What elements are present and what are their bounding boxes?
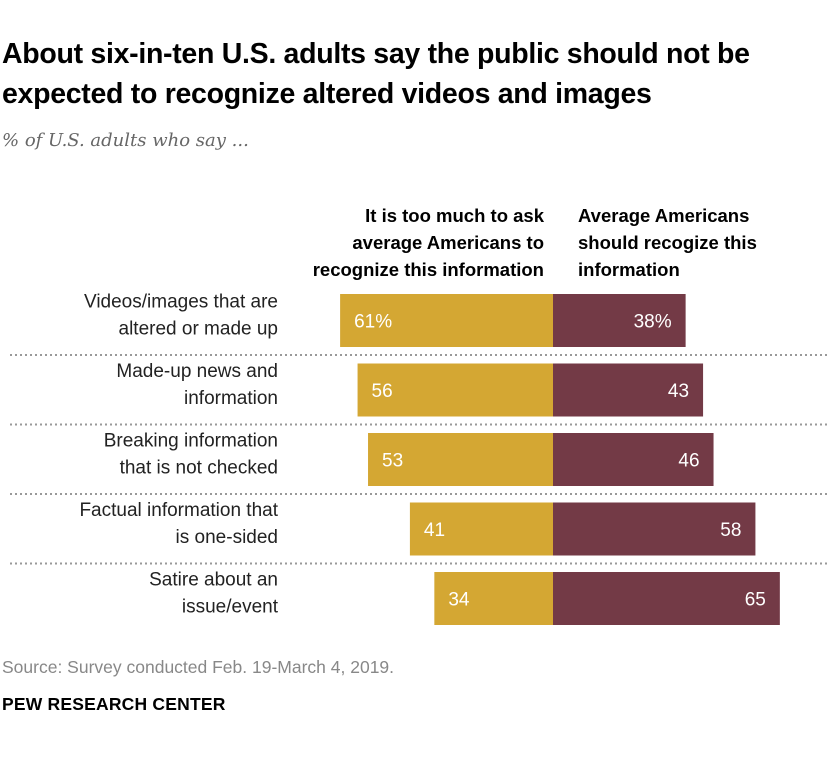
bar-right	[553, 294, 686, 347]
bar-right-value-label: 38%	[634, 312, 672, 333]
series-header-right-line: Average Americans	[578, 205, 750, 226]
category-label: issue/event	[182, 597, 279, 618]
series-header-left-line: recognize this information	[312, 259, 544, 280]
category-label: is one-sided	[176, 527, 278, 548]
chart-subtitle: % of U.S. adults who say ...	[2, 130, 249, 151]
bar-left	[368, 433, 553, 486]
bar-left	[357, 363, 553, 417]
series-header-left-line: It is too much to ask	[365, 205, 544, 226]
bar-right-value-label: 46	[678, 451, 699, 472]
category-label: altered or made up	[119, 319, 279, 340]
series-header-right: Average Americans should recogize this i…	[578, 202, 818, 283]
bar-left	[409, 502, 553, 556]
category-label: Videos/images that are	[84, 292, 278, 313]
series-header-right-line: information	[578, 259, 680, 280]
bar-left-value-label: 41	[424, 520, 445, 541]
source-note: Source: Survey conducted Feb. 19-March 4…	[2, 657, 395, 677]
category-label: Satire about an	[149, 570, 278, 591]
bar-right	[553, 363, 704, 417]
bar-right-value-label: 43	[668, 381, 689, 402]
series-header-left-line: average Americans to	[352, 232, 544, 253]
category-label: information	[184, 388, 278, 409]
brand-footer: PEW RESEARCH CENTER	[2, 694, 226, 714]
bar-right	[553, 502, 756, 556]
bar-right	[553, 572, 780, 625]
category-label: Breaking information	[104, 431, 278, 452]
bar-left-value-label: 61%	[354, 312, 392, 333]
category-label: Made-up news and	[116, 361, 278, 382]
bar-right-value-label: 58	[720, 520, 741, 541]
bar-left	[340, 294, 553, 347]
chart-title: About six-in-ten U.S. adults say the pub…	[2, 38, 750, 110]
series-header-left: It is too much to ask average Americans …	[284, 202, 544, 283]
bar-right-value-label: 65	[745, 590, 766, 611]
category-label: that is not checked	[120, 458, 278, 479]
bar-left-value-label: 53	[382, 451, 403, 472]
bar-left-value-label: 56	[372, 381, 393, 402]
bar-left-value-label: 34	[448, 590, 470, 611]
category-label: Factual information that	[79, 500, 278, 521]
bar-right	[553, 433, 714, 486]
bar-left	[434, 572, 553, 625]
series-header-right-line: should recogize this	[578, 232, 757, 253]
